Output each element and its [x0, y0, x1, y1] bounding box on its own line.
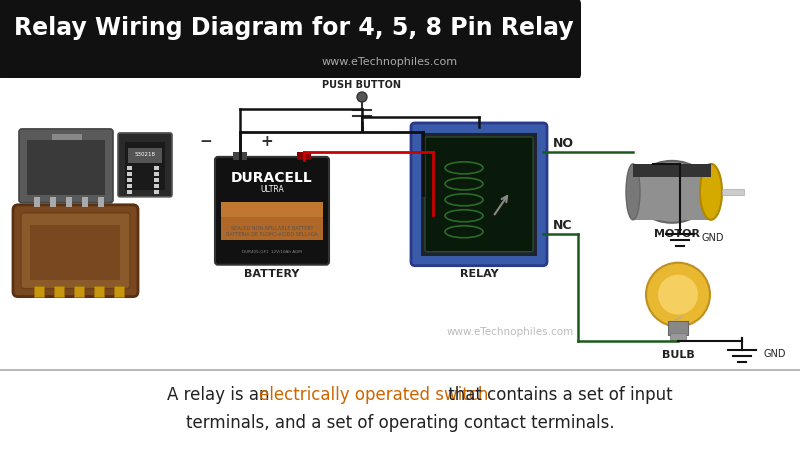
Bar: [127, 184, 132, 188]
Text: electrically operated switch: electrically operated switch: [259, 386, 489, 404]
Bar: [27, 140, 105, 195]
Text: Relay Wiring Diagram for 4, 5, 8 Pin Relay: Relay Wiring Diagram for 4, 5, 8 Pin Rel…: [14, 16, 574, 40]
Bar: [50, 197, 56, 207]
Text: BATTERY: BATTERY: [244, 269, 300, 279]
Circle shape: [646, 263, 710, 326]
Text: terminals, and a set of operating contact terminals.: terminals, and a set of operating contac…: [186, 414, 614, 432]
Bar: [34, 285, 44, 297]
Text: that contains a set of input: that contains a set of input: [442, 386, 672, 404]
FancyBboxPatch shape: [215, 157, 329, 265]
Text: MOTOR: MOTOR: [654, 229, 700, 239]
Bar: [421, 133, 537, 256]
Ellipse shape: [633, 161, 711, 223]
FancyBboxPatch shape: [21, 213, 130, 289]
Bar: [668, 320, 688, 335]
Text: GND: GND: [702, 233, 725, 243]
Ellipse shape: [626, 164, 640, 220]
FancyBboxPatch shape: [19, 129, 113, 203]
Bar: [297, 152, 311, 160]
Bar: [94, 285, 104, 297]
Bar: [633, 164, 711, 220]
Text: BULB: BULB: [662, 349, 694, 359]
FancyBboxPatch shape: [13, 205, 138, 297]
Bar: [221, 202, 323, 217]
Bar: [154, 184, 159, 188]
Text: A relay is an: A relay is an: [167, 386, 275, 404]
Text: www.eTechnophiles.com: www.eTechnophiles.com: [322, 57, 458, 67]
FancyBboxPatch shape: [425, 137, 533, 252]
Bar: [154, 178, 159, 182]
Bar: [154, 166, 159, 170]
FancyBboxPatch shape: [411, 123, 547, 266]
Bar: [54, 285, 64, 297]
Bar: [34, 197, 40, 207]
Text: SEALED NON-SPILLABLE BATTERY: SEALED NON-SPILLABLE BATTERY: [230, 226, 314, 231]
Ellipse shape: [700, 164, 722, 220]
Bar: [82, 197, 88, 207]
Bar: [128, 148, 162, 163]
Bar: [127, 178, 132, 182]
Bar: [114, 285, 124, 297]
Bar: [127, 190, 132, 194]
Text: www.eTechnophiles.com: www.eTechnophiles.com: [446, 326, 574, 336]
Bar: [221, 202, 323, 240]
Bar: [154, 172, 159, 176]
Bar: [233, 152, 247, 160]
Text: BATTERIA DE PLOMO-ACIDO SELLADA: BATTERIA DE PLOMO-ACIDO SELLADA: [226, 232, 318, 237]
Bar: [98, 197, 104, 207]
Bar: [633, 164, 711, 220]
Bar: [127, 166, 132, 170]
Circle shape: [658, 274, 698, 314]
Bar: [722, 189, 744, 195]
Text: 530218: 530218: [134, 152, 155, 157]
FancyBboxPatch shape: [0, 0, 581, 80]
Bar: [154, 190, 159, 194]
Text: DURACELL: DURACELL: [231, 171, 313, 185]
Bar: [125, 142, 165, 190]
Text: NC: NC: [553, 219, 573, 232]
Text: RELAY: RELAY: [460, 269, 498, 279]
Text: NO: NO: [553, 137, 574, 151]
FancyBboxPatch shape: [118, 133, 172, 197]
Text: −: −: [200, 134, 212, 150]
Text: ULTRA: ULTRA: [260, 185, 284, 194]
Text: GND: GND: [764, 348, 786, 358]
Text: DUR405-GF1  12V/10Ah AGM: DUR405-GF1 12V/10Ah AGM: [242, 250, 302, 254]
Text: PUSH BUTTON: PUSH BUTTON: [322, 80, 402, 90]
Bar: [66, 197, 72, 207]
Bar: [74, 285, 84, 297]
Bar: [30, 225, 120, 280]
Text: +: +: [261, 134, 274, 150]
Bar: [633, 164, 711, 177]
Bar: [127, 172, 132, 176]
Circle shape: [357, 92, 367, 102]
Bar: [52, 134, 82, 140]
Bar: [670, 333, 686, 341]
